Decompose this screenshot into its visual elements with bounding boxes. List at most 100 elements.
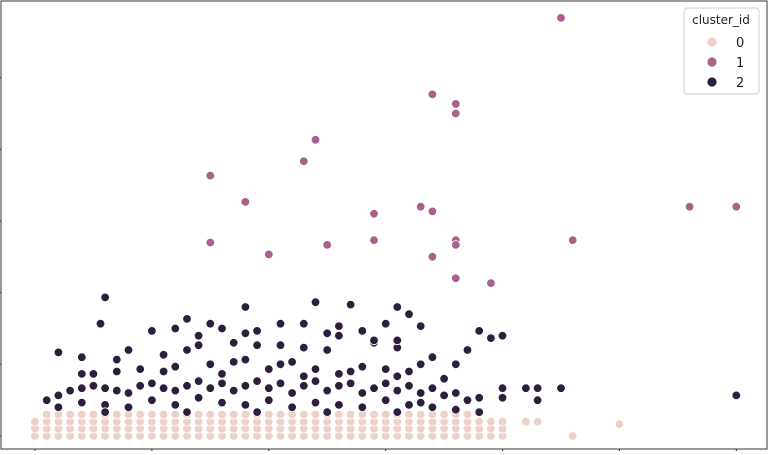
point-cluster-0-130 — [404, 409, 414, 420]
point-cluster-1-8 — [684, 201, 695, 212]
point-cluster-2-56 — [357, 362, 368, 372]
point-cluster-2-23 — [112, 354, 122, 365]
point-cluster-2-7 — [182, 314, 192, 324]
point-cluster-2-59 — [416, 359, 426, 370]
point-cluster-2-45 — [77, 369, 87, 379]
point-cluster-2-43 — [369, 335, 379, 346]
point-cluster-2-52 — [275, 359, 286, 370]
point-cluster-1-0 — [556, 13, 566, 23]
point-cluster-1-5 — [299, 156, 309, 167]
point-cluster-2-30 — [252, 340, 262, 350]
point-cluster-2-32 — [299, 342, 309, 353]
point-cluster-2-8 — [147, 326, 157, 336]
point-cluster-2-125 — [158, 366, 169, 377]
point-cluster-2-101 — [427, 383, 438, 393]
point-cluster-2-62 — [521, 383, 531, 393]
point-cluster-2-0 — [100, 292, 110, 303]
point-cluster-2-92 — [322, 385, 332, 396]
point-cluster-2-60 — [439, 374, 449, 384]
point-cluster-2-84 — [228, 385, 239, 396]
point-cluster-2-97 — [381, 378, 391, 389]
point-cluster-1-17 — [568, 235, 578, 245]
point-cluster-2-42 — [334, 331, 344, 341]
point-cluster-2-61 — [497, 383, 508, 393]
point-cluster-1-6 — [205, 170, 216, 181]
point-cluster-2-9 — [170, 323, 181, 334]
point-cluster-2-85 — [240, 381, 251, 391]
point-cluster-2-90 — [299, 381, 309, 391]
point-cluster-1-9 — [731, 201, 742, 212]
point-cluster-2-57 — [381, 364, 391, 374]
point-cluster-2-46 — [112, 366, 122, 377]
point-cluster-0-74 — [240, 409, 251, 420]
point-cluster-2-17 — [416, 321, 426, 331]
point-cluster-0-22 — [88, 409, 99, 420]
legend-title: cluster_id — [692, 13, 750, 27]
point-cluster-2-91 — [310, 376, 321, 386]
point-cluster-0-160 — [521, 417, 531, 427]
point-cluster-2-118 — [334, 400, 344, 410]
point-cluster-2-50 — [228, 357, 239, 367]
point-cluster-2-3 — [240, 302, 251, 312]
point-cluster-0-50 — [170, 409, 181, 420]
legend-label-2: 2 — [736, 76, 744, 91]
point-cluster-2-16 — [381, 319, 391, 329]
point-cluster-1-16 — [451, 240, 461, 250]
point-cluster-2-128 — [299, 371, 309, 382]
point-cluster-0-6 — [42, 409, 52, 420]
point-cluster-2-80 — [182, 381, 192, 391]
legend: cluster_id 0 1 2 — [683, 7, 760, 95]
point-cluster-2-66 — [497, 393, 508, 403]
point-cluster-2-94 — [345, 378, 356, 389]
point-cluster-2-88 — [275, 378, 286, 389]
point-cluster-2-96 — [369, 383, 379, 393]
legend-box — [683, 7, 760, 95]
point-cluster-0-46 — [158, 409, 169, 420]
point-cluster-2-110 — [147, 395, 157, 405]
point-cluster-1-12 — [369, 209, 379, 219]
point-cluster-2-109 — [123, 402, 134, 413]
point-cluster-0-153 — [474, 417, 484, 427]
point-cluster-0-134 — [416, 409, 426, 420]
point-cluster-2-102 — [439, 390, 449, 401]
point-cluster-2-51 — [240, 354, 251, 365]
point-cluster-2-1 — [95, 319, 106, 329]
point-cluster-2-41 — [322, 328, 332, 339]
point-cluster-2-93 — [334, 381, 344, 391]
point-cluster-2-40 — [252, 326, 262, 336]
point-cluster-2-95 — [357, 388, 368, 398]
point-cluster-2-134 — [322, 407, 332, 417]
point-cluster-1-1 — [427, 89, 438, 100]
point-cluster-1-3 — [451, 108, 461, 119]
point-cluster-1-4 — [310, 135, 321, 145]
point-cluster-2-11 — [217, 323, 227, 334]
point-cluster-2-104 — [462, 395, 473, 405]
point-cluster-2-10 — [205, 319, 216, 329]
point-cluster-2-79 — [170, 385, 181, 396]
point-cluster-2-75 — [123, 388, 134, 398]
point-cluster-0-30 — [112, 409, 122, 420]
point-cluster-1-2 — [451, 99, 461, 109]
point-cluster-2-89 — [287, 388, 297, 398]
point-cluster-2-64 — [556, 383, 566, 393]
point-cluster-0-159 — [497, 417, 508, 427]
point-cluster-2-135 — [392, 407, 403, 417]
series-0 — [30, 409, 625, 441]
point-cluster-0-161 — [532, 417, 543, 427]
point-cluster-0-58 — [193, 409, 204, 420]
point-cluster-2-65 — [532, 395, 543, 405]
point-cluster-2-27 — [182, 345, 192, 355]
point-cluster-1-18 — [322, 240, 332, 250]
point-cluster-2-21 — [53, 347, 64, 358]
point-cluster-2-137 — [474, 407, 484, 417]
point-cluster-2-132 — [182, 407, 192, 417]
point-cluster-0-66 — [217, 409, 227, 420]
point-cluster-2-24 — [123, 345, 134, 355]
point-cluster-2-28 — [158, 350, 169, 360]
point-cluster-2-25 — [228, 338, 239, 348]
point-cluster-2-4 — [310, 297, 321, 307]
point-cluster-0-18 — [77, 409, 87, 420]
point-cluster-2-13 — [299, 319, 309, 329]
point-cluster-2-70 — [65, 385, 75, 396]
point-cluster-2-119 — [357, 402, 368, 413]
